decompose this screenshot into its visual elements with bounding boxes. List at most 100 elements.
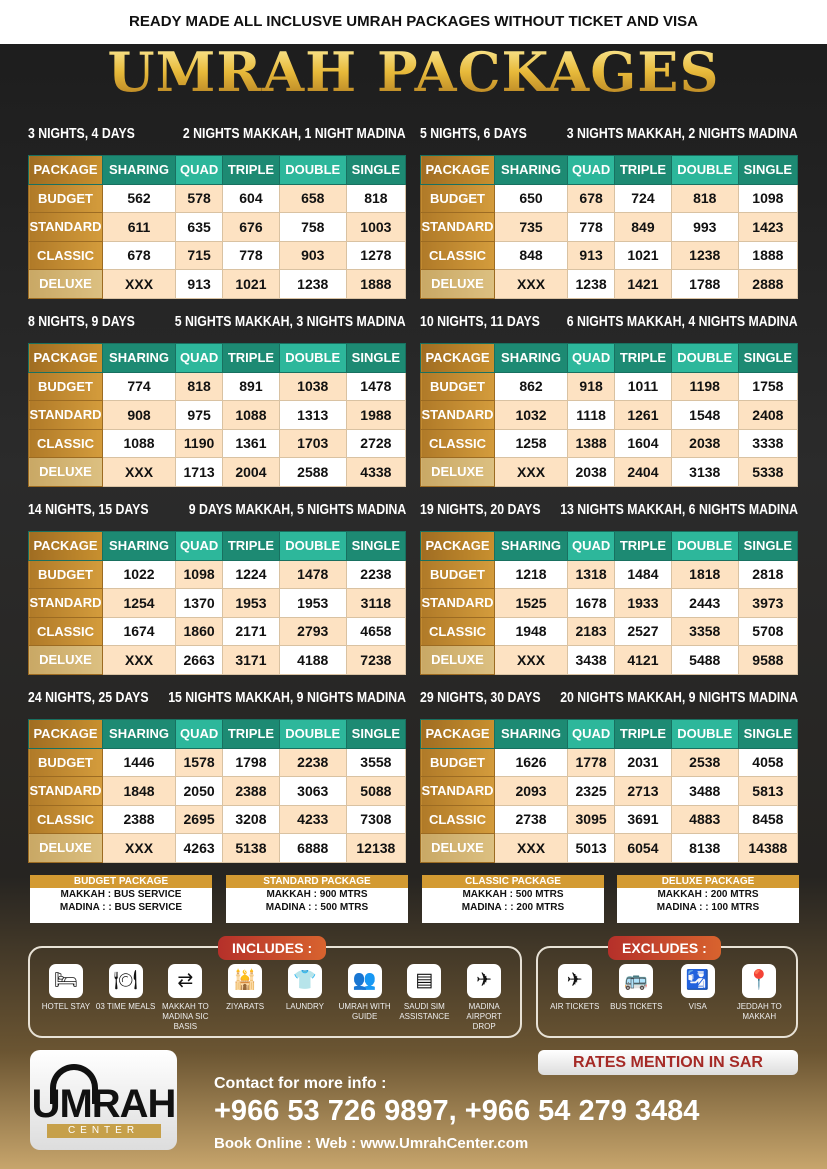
price-cell: 1032	[493, 400, 569, 430]
price-cell: 2404	[614, 457, 672, 487]
transfer-icon: ⇄	[168, 964, 203, 998]
price-cell: 1484	[614, 559, 672, 589]
column-header: SINGLE	[737, 343, 799, 373]
row-label: BUDGET	[28, 183, 103, 213]
row-label: BUDGET	[420, 559, 495, 589]
package-block: 8 NIGHTS, 9 DAYS 5 NIGHTS MAKKAH, 3 NIGHT…	[28, 313, 407, 487]
price-cell: 3208	[222, 804, 280, 834]
column-header: DOUBLE	[670, 155, 739, 185]
price-cell: 635	[175, 212, 224, 242]
price-cell: 1548	[670, 400, 739, 430]
table-row: CLASSIC 2738 3095 3691 4883 8458	[420, 804, 799, 834]
price-cell: 5013	[567, 833, 616, 863]
booking-web[interactable]: Book Online : Web : www.UmrahCenter.com	[214, 1135, 529, 1152]
table-row: BUDGET 1626 1778 2031 2538 4058	[420, 747, 799, 777]
madina-distance: MADINA : : BUS SERVICE	[59, 902, 183, 913]
price-cell: 2183	[567, 616, 616, 646]
price-cell: 1525	[493, 588, 569, 618]
column-header: DOUBLE	[670, 531, 739, 561]
column-header: SHARING	[493, 155, 569, 185]
price-table: PACKAGE SHARING QUAD TRIPLE DOUBLE SINGLE BUDG…	[28, 719, 407, 863]
price-table: PACKAGE SHARING QUAD TRIPLE DOUBLE SINGLE BUDG…	[420, 155, 799, 299]
price-cell: 1318	[567, 559, 616, 589]
row-label: CLASSIC	[28, 428, 103, 458]
meal-cloche-icon: 🍽	[108, 964, 143, 998]
price-cell: 908	[101, 400, 177, 430]
column-header: QUAD	[175, 343, 224, 373]
package-duration: 14 NIGHTS, 15 DAYS	[28, 501, 149, 518]
price-cell: 1778	[567, 747, 616, 777]
includes-item: 👕 LAUNDRY	[275, 964, 335, 1032]
package-duration: 3 NIGHTS, 4 DAYS	[28, 125, 135, 142]
card-title: STANDARD PACKAGE	[226, 875, 408, 888]
price-cell: XXX	[493, 645, 569, 675]
price-cell: 818	[670, 183, 739, 213]
table-row: DELUXE XXX 1238 1421 1788 2888	[420, 269, 799, 299]
page-title: UMRAH PACKAGES	[0, 40, 827, 104]
price-cell: 918	[567, 371, 616, 401]
price-cell: 8138	[670, 833, 739, 863]
price-table: PACKAGE SHARING QUAD TRIPLE DOUBLE SINGLE BUDG…	[28, 155, 407, 299]
price-cell: 1021	[222, 269, 280, 299]
price-cell: 862	[493, 371, 569, 401]
price-cell: 1370	[175, 588, 224, 618]
column-header: SHARING	[101, 343, 177, 373]
includes-item: ▤ SAUDI SIM ASSISTANCE	[395, 964, 455, 1032]
item-label: HOTEL STAY	[41, 1002, 91, 1011]
column-header: DOUBLE	[670, 343, 739, 373]
column-header: DOUBLE	[670, 719, 739, 749]
price-cell: 1218	[493, 559, 569, 589]
contact-phones[interactable]: +966 53 726 9897, +966 54 279 3484	[214, 1095, 700, 1127]
table-row: STANDARD 611 635 676 758 1003	[28, 212, 407, 242]
package-duration: 24 NIGHTS, 25 DAYS	[28, 689, 149, 706]
price-cell: 578	[175, 183, 224, 213]
price-table: PACKAGE SHARING QUAD TRIPLE DOUBLE SINGLE BUDG…	[420, 343, 799, 487]
price-cell: 2004	[222, 457, 280, 487]
madina-distance: MADINA : : 200 MTRS	[461, 902, 565, 913]
price-cell: 650	[493, 183, 569, 213]
column-header: SHARING	[493, 343, 569, 373]
column-header: PACKAGE	[420, 719, 495, 749]
price-cell: 3118	[345, 588, 407, 618]
price-cell: 2031	[614, 747, 672, 777]
airplane-icon: ✈	[557, 964, 592, 998]
price-cell: 3558	[345, 747, 407, 777]
price-cell: 1788	[670, 269, 739, 299]
column-header: QUAD	[567, 155, 616, 185]
table-row: BUDGET 862 918 1011 1198 1758	[420, 371, 799, 401]
price-cell: 1478	[278, 559, 347, 589]
price-cell: 778	[222, 240, 280, 270]
table-row: BUDGET 1446 1578 1798 2238 3558	[28, 747, 407, 777]
price-cell: 678	[567, 183, 616, 213]
price-cell: 3358	[670, 616, 739, 646]
price-cell: 774	[101, 371, 177, 401]
madina-distance: MADINA : : 100 MTRS	[656, 902, 760, 913]
price-cell: 1578	[175, 747, 224, 777]
price-cell: XXX	[493, 833, 569, 863]
excludes-item: 📍 JEDDAH TO MAKKAH	[729, 964, 789, 1022]
includes-item: 🛏 HOTEL STAY	[36, 964, 96, 1032]
column-header: SINGLE	[737, 531, 799, 561]
price-cell: 2793	[278, 616, 347, 646]
price-cell: 5338	[737, 457, 799, 487]
column-header: PACKAGE	[28, 531, 103, 561]
price-cell: 1953	[278, 588, 347, 618]
price-cell: 1626	[493, 747, 569, 777]
row-label: BUDGET	[28, 559, 103, 589]
item-label: BUS TICKETS	[610, 1002, 663, 1011]
table-row: CLASSIC 1258 1388 1604 2038 3338	[420, 428, 799, 458]
price-cell: 676	[222, 212, 280, 242]
guide-icon: 👥	[347, 964, 382, 998]
price-cell: XXX	[493, 269, 569, 299]
package-split: 15 NIGHTS MAKKAH, 9 NIGHTS MADINA	[168, 689, 406, 706]
price-cell: 1038	[278, 371, 347, 401]
column-header: DOUBLE	[278, 155, 347, 185]
price-cell: 1003	[345, 212, 407, 242]
row-label: STANDARD	[420, 588, 495, 618]
price-cell: 5813	[737, 776, 799, 806]
price-cell: 4338	[345, 457, 407, 487]
column-header: TRIPLE	[222, 155, 280, 185]
row-label: STANDARD	[28, 588, 103, 618]
table-row: BUDGET 562 578 604 658 818	[28, 183, 407, 213]
column-header: SHARING	[101, 531, 177, 561]
